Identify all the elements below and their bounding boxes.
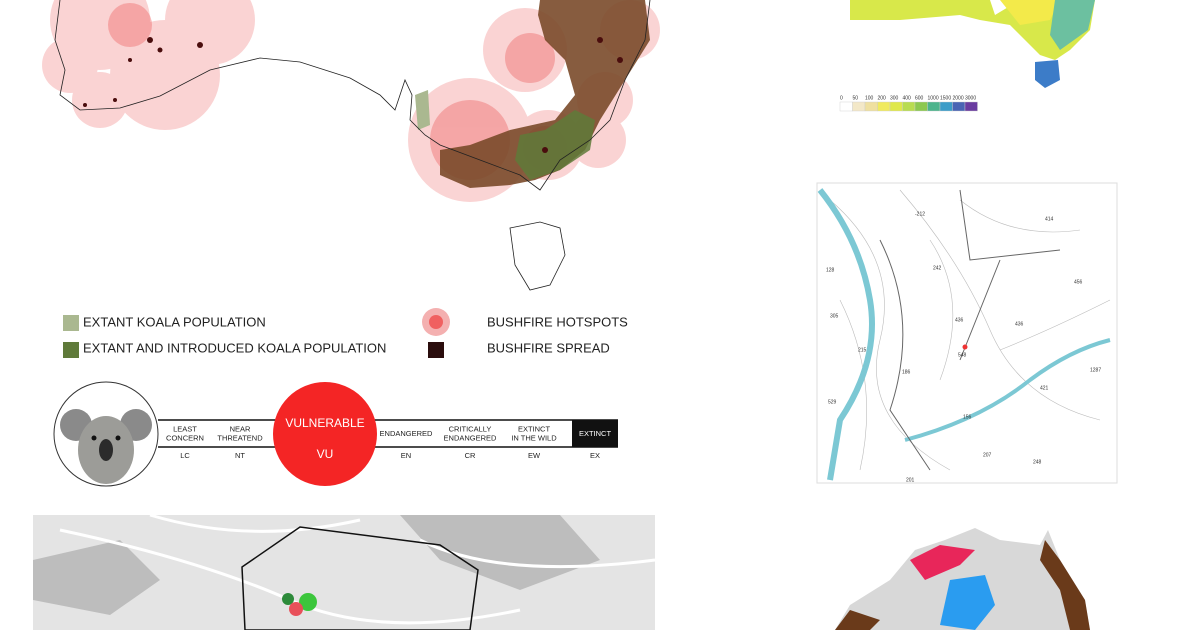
elevation-label: 215 xyxy=(858,347,867,353)
status-name: THREATEND xyxy=(217,433,263,442)
legend-swatch xyxy=(63,342,79,358)
status-name: EXTINCT xyxy=(518,424,551,433)
elevation-label: 201 xyxy=(906,477,915,483)
status-name: LEAST xyxy=(173,424,197,433)
legend-swatch xyxy=(63,315,79,331)
scale-swatch xyxy=(839,101,853,112)
scale-swatch xyxy=(952,101,966,112)
scale-swatch xyxy=(852,101,866,112)
status-name: ENDANGERED xyxy=(380,429,434,438)
status-name: CRITICALLY xyxy=(449,424,492,433)
scale-swatch xyxy=(927,101,941,112)
status-code: EW xyxy=(528,451,541,460)
rainfall-map: 0 50 100 200 300 400 600 1000 1500 2000 3000 xyxy=(839,0,1095,112)
koala-fire-map xyxy=(42,0,660,291)
elevation-label: 1287 xyxy=(1090,367,1101,373)
scale-label: 3000 xyxy=(965,95,976,101)
scale-label: 300 xyxy=(890,95,899,101)
elevation-label: 248 xyxy=(1033,459,1042,465)
elevation-label: 436 xyxy=(1015,321,1024,327)
scale-label: 600 xyxy=(915,95,924,101)
legend-label: EXTANT KOALA POPULATION xyxy=(83,314,266,329)
status-code: CR xyxy=(465,451,476,460)
scale-label: 400 xyxy=(903,95,912,101)
scale-label: 0 xyxy=(840,95,843,101)
status-code: NT xyxy=(235,451,245,460)
scale-swatch xyxy=(939,101,953,112)
scale-label: 200 xyxy=(878,95,887,101)
scale-label: 100 xyxy=(865,95,874,101)
elevation-label: 529 xyxy=(828,399,837,405)
scale-swatch xyxy=(877,101,891,112)
status-name: EXTINCT xyxy=(579,429,612,438)
status-name: CONCERN xyxy=(166,433,204,442)
elevation-label: 456 xyxy=(1074,279,1083,285)
elevation-label: 305 xyxy=(830,313,839,319)
scale-label: 1000 xyxy=(928,95,939,101)
status-name: VULNERABLE xyxy=(285,416,364,430)
scale-label: 2000 xyxy=(953,95,964,101)
elevation-label: 207 xyxy=(983,452,992,458)
status-name: ENDANGERED xyxy=(444,433,498,442)
scale-swatch xyxy=(902,101,916,112)
status-code: EN xyxy=(401,451,411,460)
topographic-map: -212 414 128 242 436 456 305 215 548 436 186 529 421… xyxy=(816,182,1118,484)
scale-swatch xyxy=(864,101,878,112)
elevation-label: 156 xyxy=(963,414,972,420)
status-code: LC xyxy=(180,451,190,460)
legend: EXTANT KOALA POPULATION EXTANT AND INTRO… xyxy=(63,308,628,358)
elevation-label: 548 xyxy=(958,352,967,358)
elevation-label: -212 xyxy=(915,211,925,217)
elevation-label: 128 xyxy=(826,267,835,273)
legend-label: BUSHFIRE HOTSPOTS xyxy=(487,314,628,329)
scale-label: 50 xyxy=(853,95,859,101)
elevation-label: 186 xyxy=(902,369,911,375)
scale-swatch xyxy=(914,101,928,112)
status-name: IN THE WILD xyxy=(511,433,557,442)
status-code: VU xyxy=(317,447,334,461)
legend-swatch xyxy=(429,315,443,329)
legend-label: EXTANT AND INTRODUCED KOALA POPULATION xyxy=(83,340,386,355)
koala-photo xyxy=(60,409,152,484)
scale-swatch xyxy=(964,101,978,112)
scale-label: 1500 xyxy=(940,95,951,101)
status-code: EX xyxy=(590,451,600,460)
legend-label: BUSHFIRE SPREAD xyxy=(487,340,610,355)
status-name: NEAR xyxy=(230,424,251,433)
legend-swatch xyxy=(428,342,444,358)
elevation-label: 242 xyxy=(933,265,942,271)
distribution-map xyxy=(835,528,1090,630)
scale-swatch xyxy=(889,101,903,112)
elevation-label: 436 xyxy=(955,317,964,323)
elevation-label: 414 xyxy=(1045,216,1054,222)
elevation-label: 421 xyxy=(1040,385,1049,391)
site-map xyxy=(33,513,656,631)
